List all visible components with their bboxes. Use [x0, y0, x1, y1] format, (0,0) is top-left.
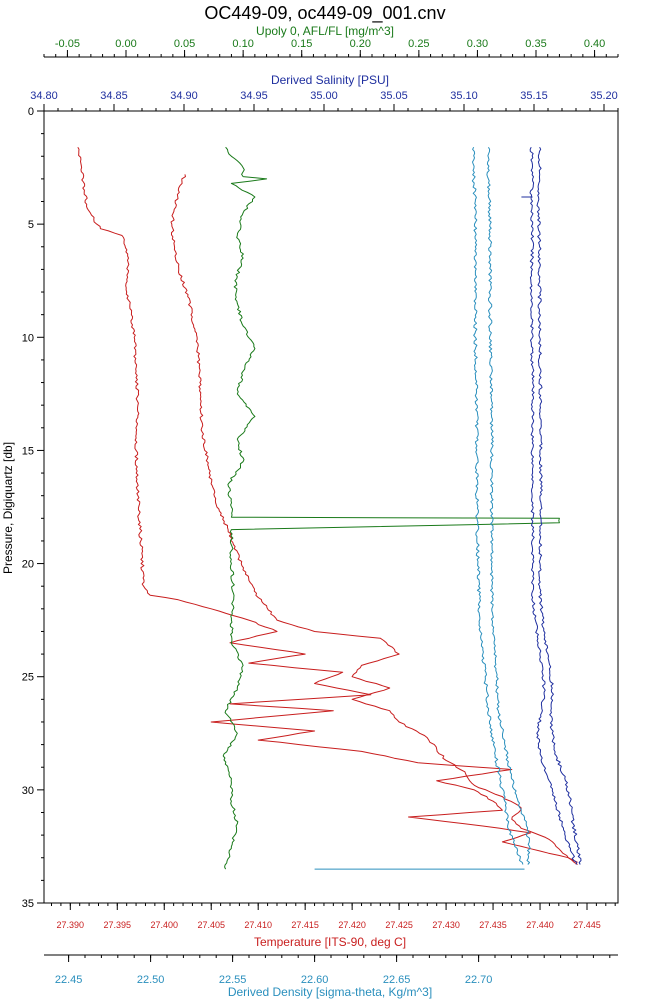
density-profile-line	[471, 146, 524, 865]
salinity-profile-line	[536, 146, 582, 865]
temperature-axis: 27.390 27.395 27.400 27.405 27.410 27.415 27.4…	[51, 903, 616, 930]
temperature-tick-label: 27.425	[385, 920, 413, 930]
pressure-tick-label: 25	[22, 672, 34, 684]
upoly-tick-label: 0.40	[584, 38, 605, 50]
density-tick-label: 22.60	[301, 974, 329, 986]
pressure-tick-label: 35	[22, 898, 34, 910]
salinity-tick-label: 34.80	[30, 90, 58, 102]
upoly-tick-label: 0.05	[174, 38, 195, 50]
chart-title: OC449-09, oc449-09_001.cnv	[204, 3, 445, 24]
pressure-tick-label: 15	[22, 445, 34, 457]
salinity-tick-label: 34.90	[170, 90, 198, 102]
pressure-tick-label: 20	[22, 559, 34, 571]
upoly-tick-label: 0.30	[467, 38, 488, 50]
upoly-tick-label: 0.35	[525, 38, 546, 50]
upoly-tick-label: 0.10	[232, 38, 253, 50]
temperature-tick-label: 27.415	[291, 920, 319, 930]
temperature-tick-label: 27.410	[244, 920, 272, 930]
temperature-axis-title: Temperature [ITS-90, deg C]	[254, 935, 406, 949]
density-tick-label: 22.45	[55, 974, 83, 986]
salinity-tick-label: 34.85	[100, 90, 128, 102]
salinity-tick-label: 35.00	[310, 90, 338, 102]
temperature-profile-line	[77, 146, 578, 863]
pressure-tick-label: 10	[22, 332, 34, 344]
temperature-profile-line	[170, 174, 578, 865]
data-series	[77, 146, 582, 870]
density-tick-label: 22.70	[465, 974, 493, 986]
temperature-tick-label: 27.405	[197, 920, 225, 930]
upoly-tick-label: 0.20	[350, 38, 371, 50]
salinity-axis-title: Derived Salinity [PSU]	[271, 73, 389, 87]
upoly-axis: -0.05 0.00 0.05 0.10 0.15 0.20 0.25 0.30 0.35 0.4…	[43, 38, 619, 57]
temperature-tick-label: 27.390	[57, 920, 85, 930]
upoly-tick-label: -0.05	[55, 38, 80, 50]
temperature-tick-label: 27.440	[526, 920, 554, 930]
salinity-tick-label: 35.10	[450, 90, 478, 102]
density-axis-title: Derived Density [sigma-theta, Kg/m^3]	[228, 985, 432, 999]
temperature-tick-label: 27.430	[432, 920, 460, 930]
density-tick-label: 22.65	[383, 974, 411, 986]
upoly-profile-line	[222, 146, 560, 870]
pressure-tick-label: 0	[28, 106, 34, 118]
pressure-axis-title: Pressure, Digiquartz [db]	[1, 442, 15, 574]
density-profile-line	[486, 146, 531, 865]
temperature-tick-label: 27.435	[479, 920, 507, 930]
upoly-tick-label: 0.15	[291, 38, 312, 50]
plot-area	[43, 110, 619, 904]
temperature-tick-label: 27.420	[338, 920, 366, 930]
salinity-tick-label: 34.95	[240, 90, 268, 102]
density-axis: 22.45 22.50 22.55 22.60 22.65 22.70	[55, 955, 611, 986]
density-tick-label: 22.50	[137, 974, 165, 986]
temperature-tick-label: 27.395	[104, 920, 132, 930]
density-tick-label: 22.55	[219, 974, 247, 986]
salinity-tick-label: 35.20	[590, 90, 618, 102]
salinity-axis: 34.80 34.85 34.90 34.95 35.00 35.05 35.10 35.15…	[30, 90, 619, 111]
upoly-tick-label: 0.25	[408, 38, 429, 50]
upoly-axis-title: Upoly 0, AFL/FL [mg/m^3]	[256, 24, 394, 38]
temperature-tick-label: 27.445	[573, 920, 601, 930]
upoly-tick-label: 0.00	[115, 38, 136, 50]
salinity-profile-line	[529, 146, 578, 865]
pressure-tick-label: 5	[28, 219, 34, 231]
pressure-axis: 0 5 10 15 20 25 30 35	[22, 106, 44, 910]
salinity-tick-label: 35.05	[380, 90, 408, 102]
temperature-tick-label: 27.400	[150, 920, 178, 930]
salinity-tick-label: 35.15	[520, 90, 548, 102]
pressure-tick-label: 30	[22, 785, 34, 797]
